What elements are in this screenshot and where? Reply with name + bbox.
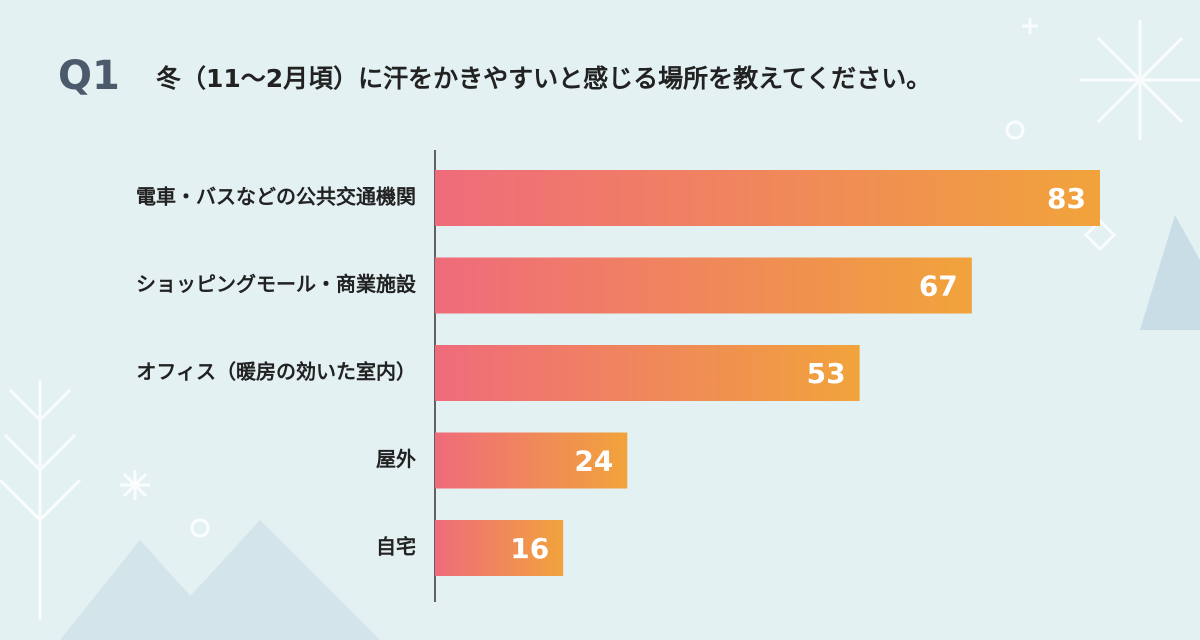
value-label: 53 (807, 357, 846, 390)
chart-title: 冬（11〜2月頃）に汗をかきやすいと感じる場所を教えてください。 (156, 64, 931, 93)
bar (435, 520, 564, 576)
category-label: 自宅 (376, 535, 416, 559)
bar (435, 170, 1100, 226)
bar (435, 432, 628, 489)
value-label: 67 (919, 270, 958, 303)
decoration (0, 18, 1200, 620)
bar (435, 345, 860, 401)
value-label: 83 (1047, 182, 1086, 215)
bar (435, 257, 972, 314)
question-label: Q1 (58, 53, 120, 99)
value-label: 24 (574, 445, 613, 478)
category-label: 電車・バスなどの公共交通機関 (136, 185, 416, 209)
decoration (1140, 215, 1200, 330)
decoration (60, 520, 380, 640)
category-label: 屋外 (376, 447, 416, 471)
category-label: オフィス（暖房の効いた室内） (136, 360, 416, 384)
category-label: ショッピングモール・商業施設 (136, 272, 417, 296)
value-label: 16 (510, 532, 549, 565)
